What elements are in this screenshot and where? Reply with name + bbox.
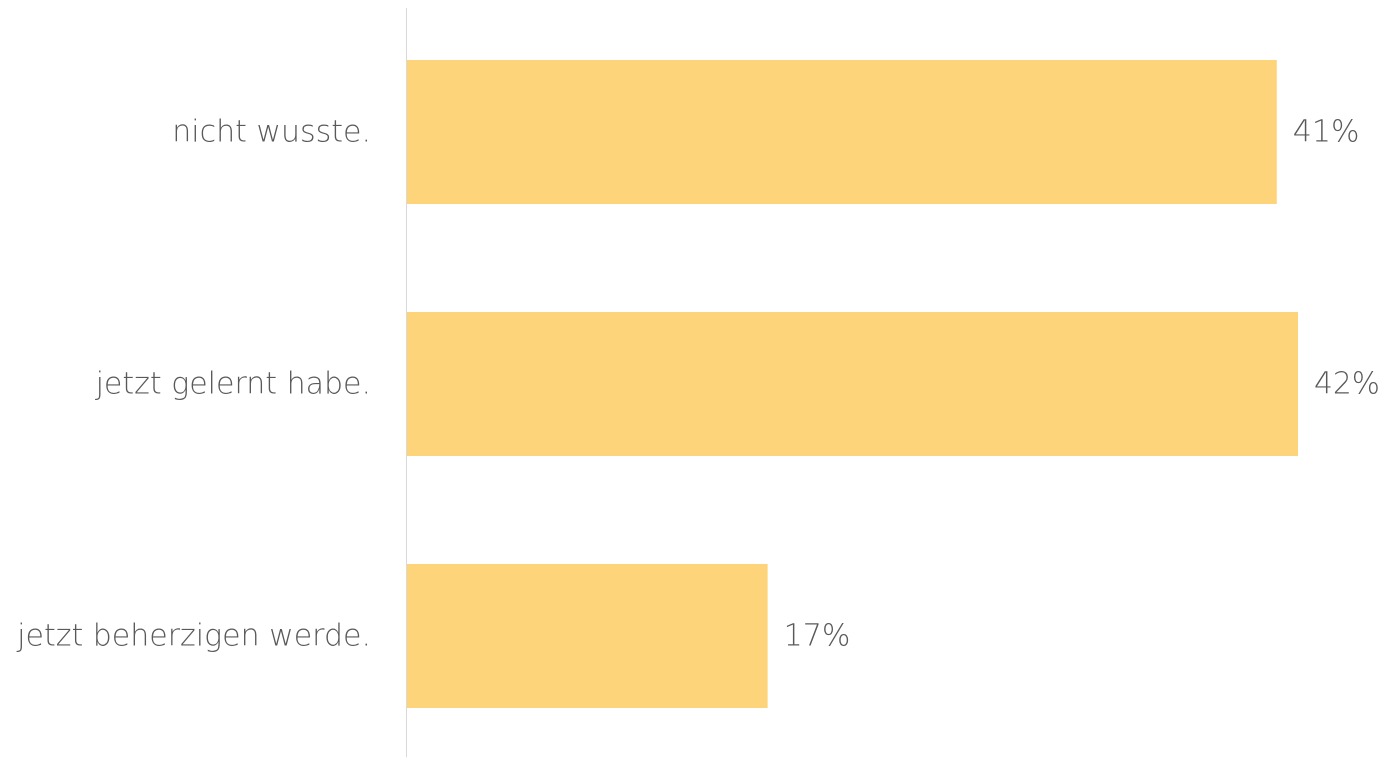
bar — [407, 60, 1277, 204]
bar — [407, 564, 768, 708]
category-label: nicht wusste. — [172, 115, 371, 150]
category-label: jetzt beherzigen werde. — [16, 619, 371, 654]
data-label: 42% — [1314, 367, 1380, 402]
bar-group — [407, 60, 1298, 708]
data-label: 41% — [1293, 115, 1360, 150]
data-label: 17% — [784, 619, 851, 654]
data-label-group: 41% 42% 17% — [784, 115, 1380, 654]
bar — [407, 312, 1298, 456]
category-label: jetzt gelernt habe. — [95, 367, 371, 402]
category-label-group: nicht wusste. jetzt gelernt habe. jetzt be… — [16, 115, 371, 654]
